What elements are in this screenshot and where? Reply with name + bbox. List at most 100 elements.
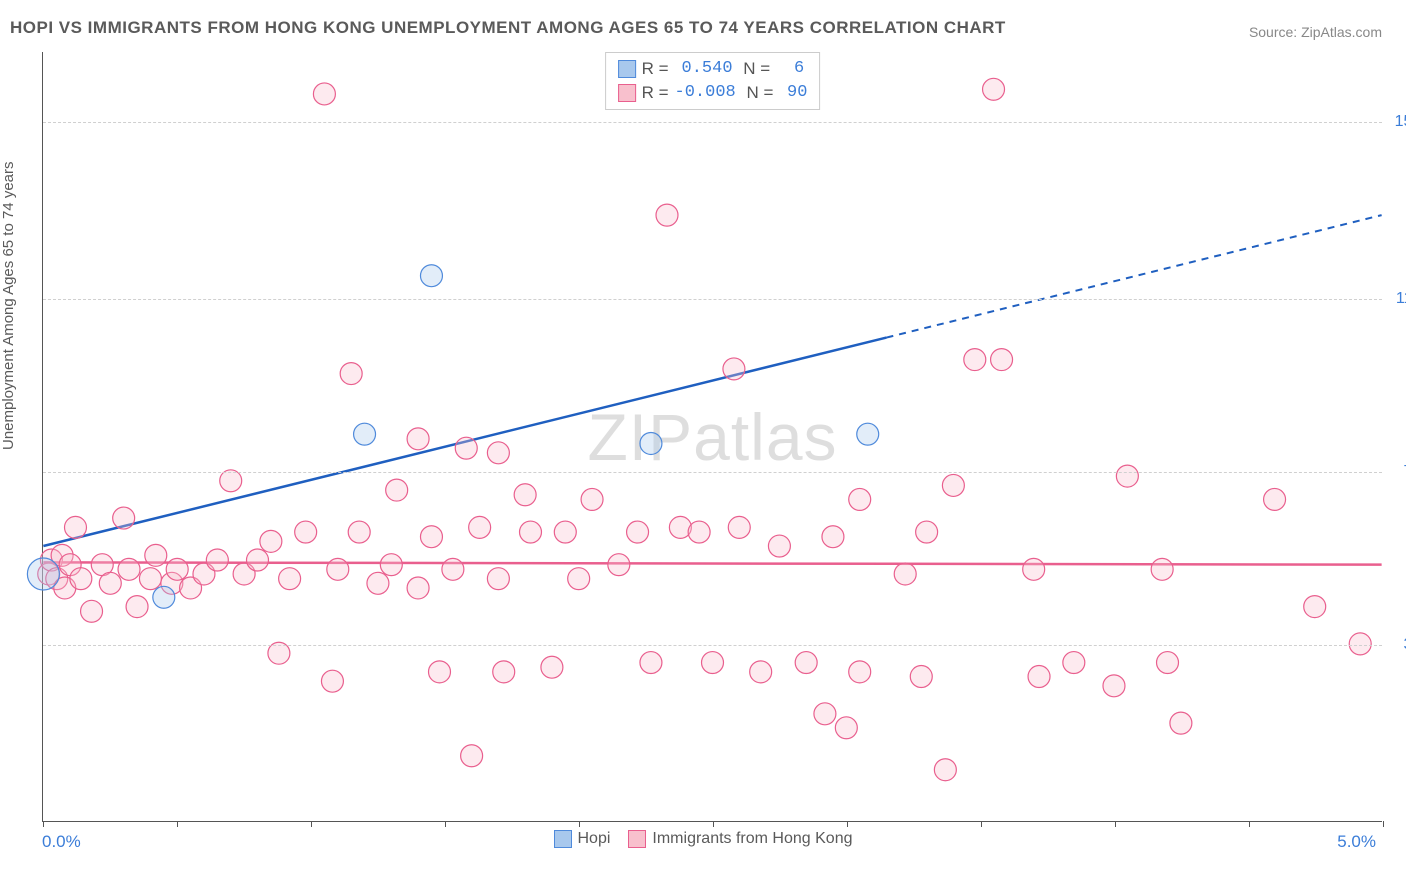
scatter-point [1170, 712, 1192, 734]
y-gridline [43, 472, 1382, 473]
scatter-point [354, 423, 376, 445]
scatter-point [166, 558, 188, 580]
swatch-icon [628, 830, 646, 848]
scatter-point [420, 526, 442, 548]
scatter-point [260, 530, 282, 552]
scatter-point [795, 652, 817, 674]
scatter-point [822, 526, 844, 548]
legend-item-hopi: Hopi [554, 830, 611, 848]
scatter-point [554, 521, 576, 543]
scatter-point [991, 349, 1013, 371]
y-gridline [43, 122, 1382, 123]
swatch-icon [554, 830, 572, 848]
scatter-point [321, 670, 343, 692]
x-tick [311, 821, 312, 827]
scatter-point [461, 745, 483, 767]
scatter-point [313, 83, 335, 105]
scatter-point [894, 563, 916, 585]
scatter-point [153, 586, 175, 608]
y-tick-label: 3.8% [1392, 636, 1406, 654]
scatter-point [487, 568, 509, 590]
scatter-point [857, 423, 879, 445]
scatter-point [442, 558, 464, 580]
scatter-point [407, 577, 429, 599]
x-tick [579, 821, 580, 827]
legend-label: Hopi [578, 830, 611, 848]
legend-item-immigrants: Immigrants from Hong Kong [628, 830, 852, 848]
scatter-point [656, 204, 678, 226]
scatter-point [1264, 488, 1286, 510]
scatter-point [327, 558, 349, 580]
chart-title: HOPI VS IMMIGRANTS FROM HONG KONG UNEMPL… [10, 18, 1006, 38]
scatter-point [541, 656, 563, 678]
x-tick [981, 821, 982, 827]
scatter-point [27, 558, 59, 590]
scatter-point [1023, 558, 1045, 580]
x-tick [43, 821, 44, 827]
scatter-point [640, 652, 662, 674]
scatter-point [340, 363, 362, 385]
x-tick [445, 821, 446, 827]
scatter-point [608, 554, 630, 576]
y-tick-label: 7.5% [1392, 463, 1406, 481]
scatter-point [429, 661, 451, 683]
x-tick [177, 821, 178, 827]
y-tick-label: 11.2% [1392, 290, 1406, 308]
scatter-point [1304, 596, 1326, 618]
x-tick [1249, 821, 1250, 827]
scatter-point [520, 521, 542, 543]
scatter-point [1028, 666, 1050, 688]
scatter-point [688, 521, 710, 543]
scatter-point [768, 535, 790, 557]
scatter-point [1151, 558, 1173, 580]
scatter-point [934, 759, 956, 781]
scatter-point [70, 568, 92, 590]
scatter-point [81, 600, 103, 622]
scatter-point [723, 358, 745, 380]
scatter-point [702, 652, 724, 674]
scatter-point [206, 549, 228, 571]
x-tick [1383, 821, 1384, 827]
scatter-point [1103, 675, 1125, 697]
legend-label: Immigrants from Hong Kong [652, 830, 852, 848]
scatter-point [247, 549, 269, 571]
scatter-point [983, 78, 1005, 100]
scatter-point [295, 521, 317, 543]
scatter-point [750, 661, 772, 683]
scatter-point [814, 703, 836, 725]
y-gridline [43, 299, 1382, 300]
scatter-point [145, 544, 167, 566]
scatter-point [113, 507, 135, 529]
scatter-point [487, 442, 509, 464]
scatter-point [1063, 652, 1085, 674]
scatter-point [367, 572, 389, 594]
trendline-dashed [886, 215, 1381, 337]
scatter-point [1157, 652, 1179, 674]
x-tick [1115, 821, 1116, 827]
scatter-point [118, 558, 140, 580]
scatter-point [835, 717, 857, 739]
chart-container: HOPI VS IMMIGRANTS FROM HONG KONG UNEMPL… [0, 0, 1406, 892]
y-tick-label: 15.0% [1392, 113, 1406, 131]
source-link[interactable]: ZipAtlas.com [1301, 24, 1382, 40]
scatter-point [386, 479, 408, 501]
scatter-point [380, 554, 402, 576]
scatter-point [99, 572, 121, 594]
x-tick [713, 821, 714, 827]
scatter-point [139, 568, 161, 590]
scatter-point [640, 433, 662, 455]
y-gridline [43, 645, 1382, 646]
scatter-point [348, 521, 370, 543]
plot-svg [43, 52, 1382, 821]
y-axis-label: Unemployment Among Ages 65 to 74 years [0, 161, 17, 450]
scatter-point [942, 474, 964, 496]
scatter-point [126, 596, 148, 618]
scatter-point [849, 488, 871, 510]
scatter-point [420, 265, 442, 287]
source-attribution: Source: ZipAtlas.com [1249, 24, 1382, 40]
scatter-point [1116, 465, 1138, 487]
bottom-legend: Hopi Immigrants from Hong Kong [0, 830, 1406, 848]
scatter-point [568, 568, 590, 590]
x-tick [847, 821, 848, 827]
scatter-point [910, 666, 932, 688]
